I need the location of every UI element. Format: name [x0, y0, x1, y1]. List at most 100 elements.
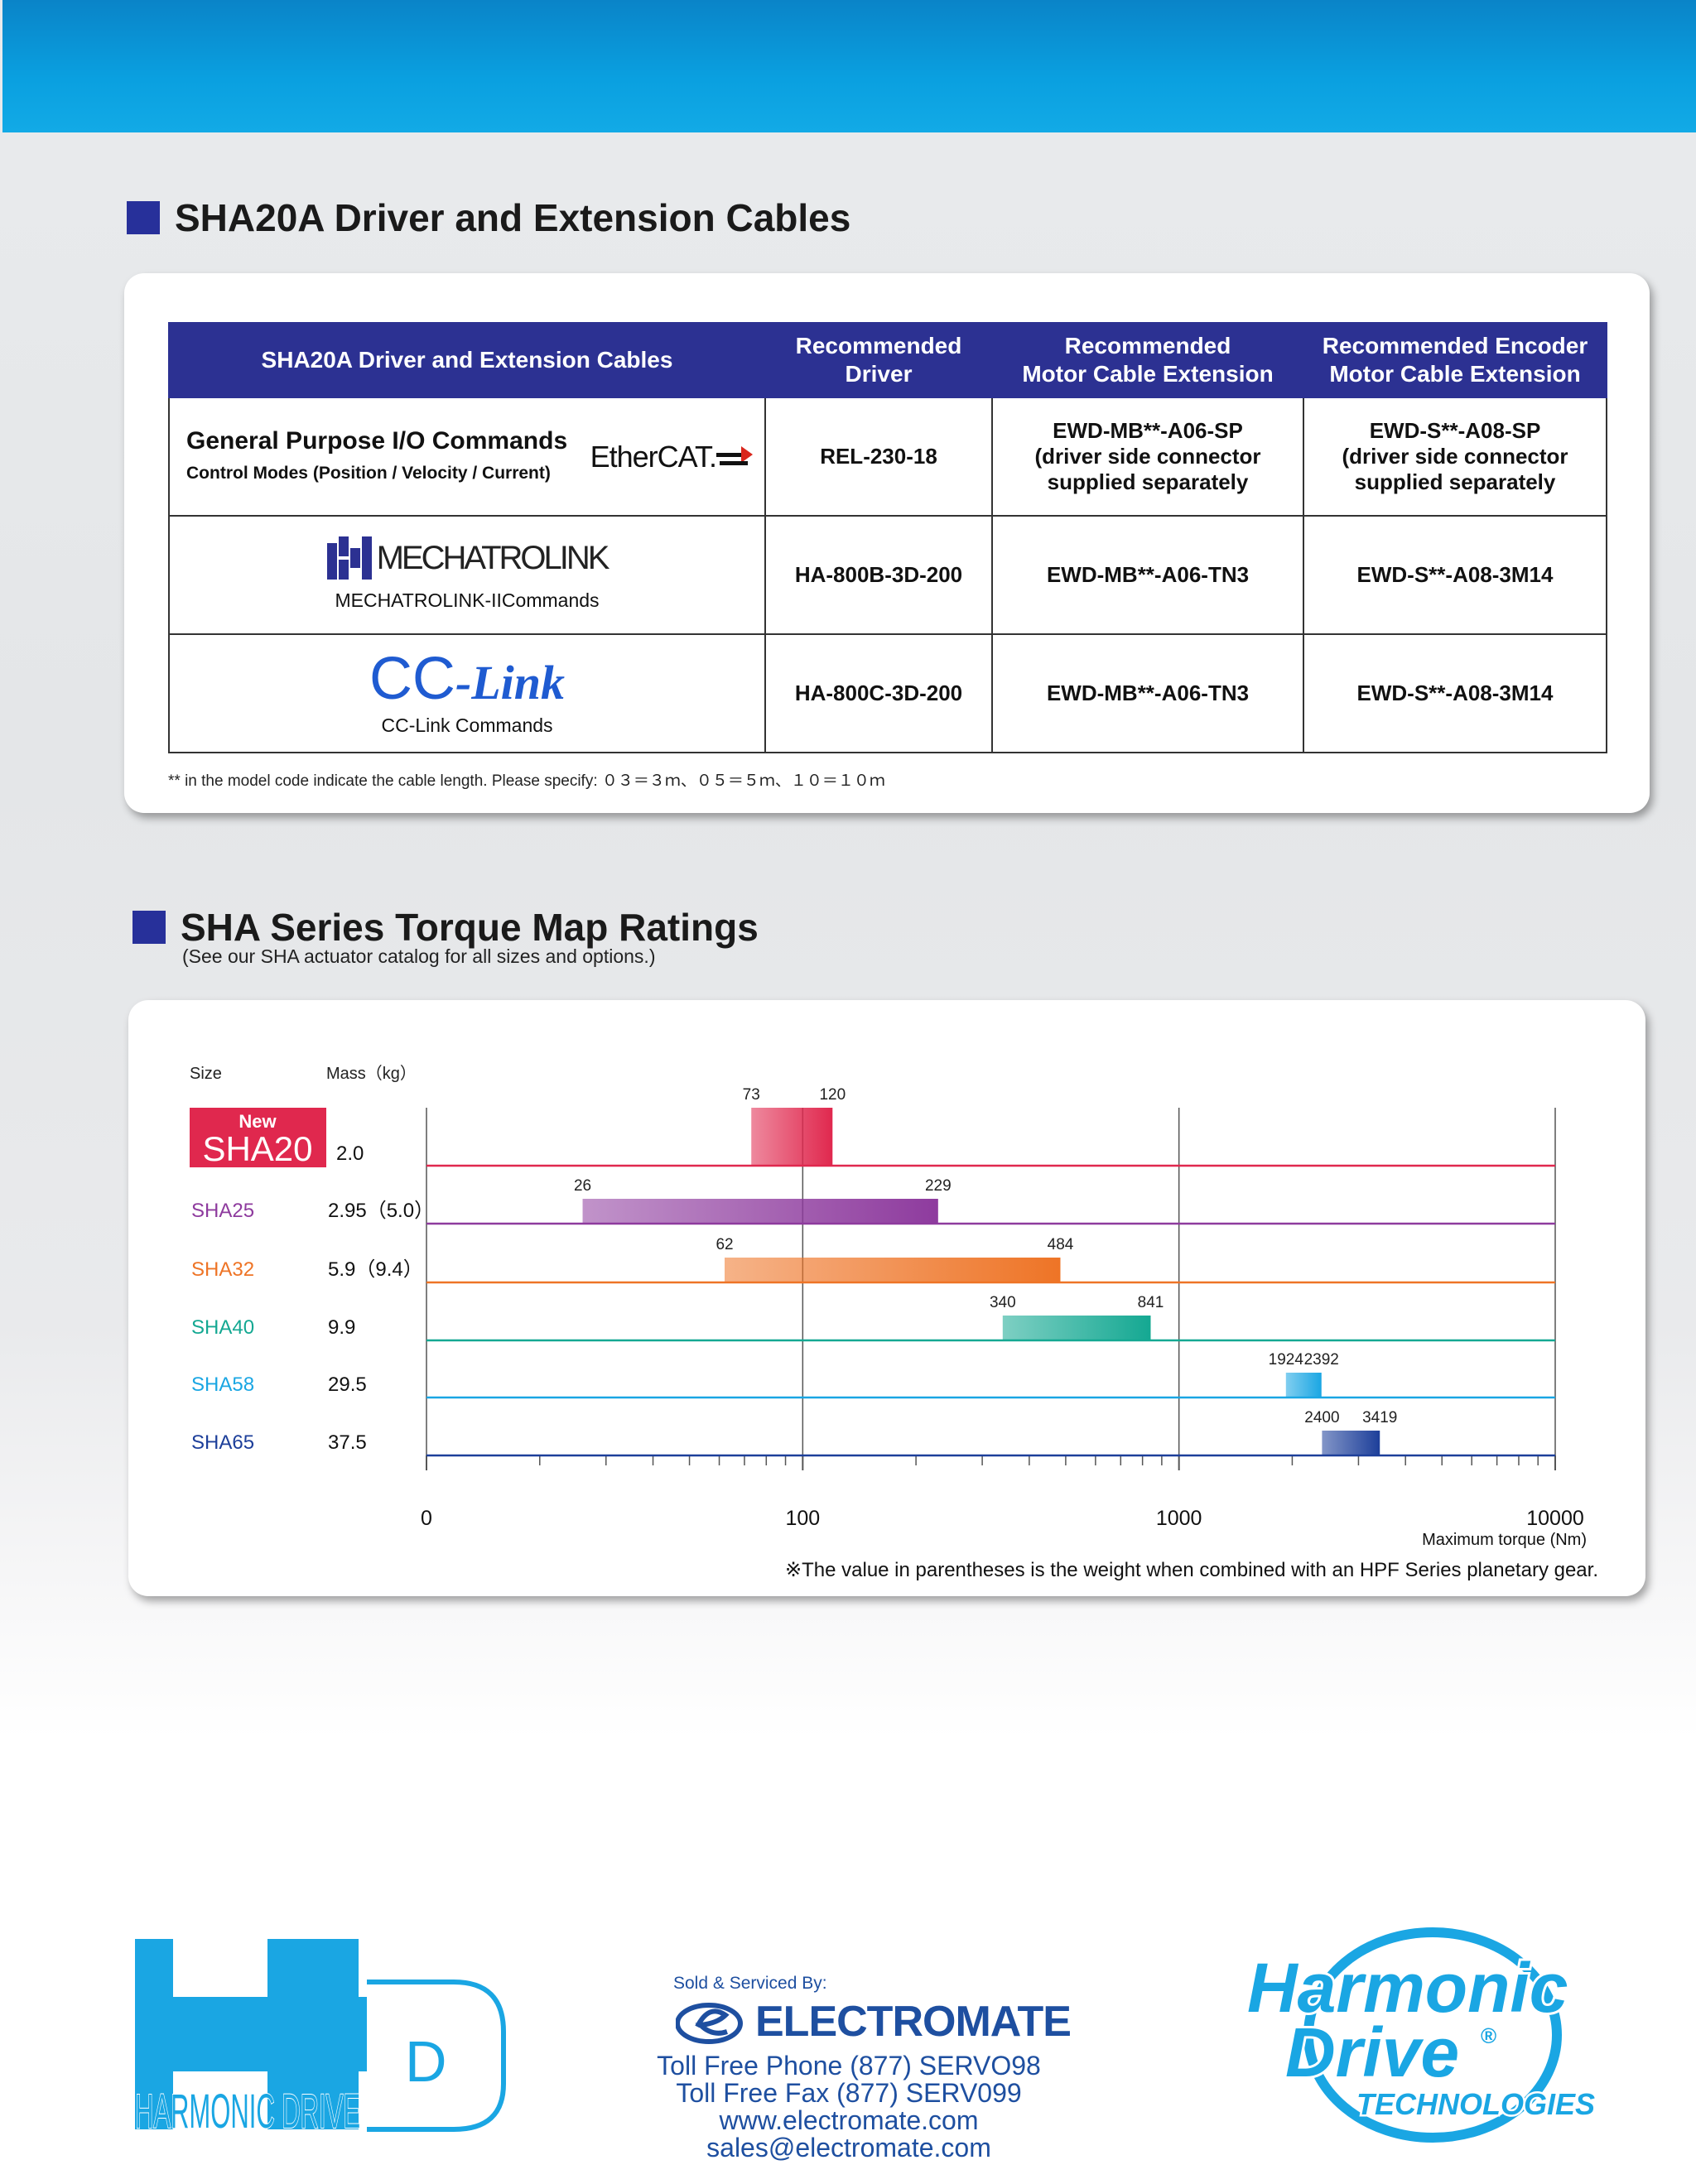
mass-column-label: Mass（kg）: [326, 1064, 417, 1083]
bar-start-label: 1924: [1269, 1351, 1304, 1369]
size-column-label: Size: [190, 1065, 222, 1083]
driver-cell: REL-230-18: [764, 397, 993, 517]
bar-start-label: 2400: [1304, 1409, 1339, 1426]
series-name: SHA32: [191, 1258, 254, 1281]
torque-bar: [1322, 1431, 1380, 1455]
cclink-logo-cc: CC: [369, 645, 455, 712]
section-heading: SHA20A Driver and Extension Cables: [175, 196, 851, 239]
x-tick-label: 10000: [1526, 1507, 1584, 1530]
motor-cable-cell: EWD-MB**-A06-TN3: [991, 633, 1304, 753]
header-cell: Recommended Driver: [764, 322, 993, 398]
bar-start-label: 26: [574, 1177, 591, 1195]
encoder-cable-cell: EWD-S**-A08-3M14: [1303, 515, 1607, 635]
new-badge-label: New: [238, 1111, 277, 1132]
toll-free-phone: Toll Free Phone (877) SERVO98: [657, 2051, 1041, 2081]
parentheses-note: ※The value in parentheses is the weight …: [785, 1559, 1598, 1581]
encoder-cable-cell: EWD-S**-A08-3M14: [1303, 633, 1607, 753]
table-row: General Purpose I/O Commands Control Mod…: [168, 397, 1607, 517]
ethercat-logo: EtherCAT.: [590, 440, 753, 474]
row-subtitle: MECHATROLINK-IICommands: [335, 589, 600, 611]
encoder-cable-cell: EWD-S**-A08-SP (driver side connector su…: [1303, 397, 1607, 517]
bar-end-label: 2392: [1304, 1351, 1339, 1369]
series-mass: 29.5: [328, 1373, 367, 1396]
hd-logo-letter: D: [405, 2029, 447, 2094]
bar-end-label: 229: [925, 1177, 952, 1195]
series-name: SHA40: [191, 1316, 254, 1339]
section-title-torque: SHA Series Torque Map Ratings: [132, 905, 759, 950]
series-name: SHA25: [191, 1200, 254, 1222]
bar-end-label: 841: [1138, 1294, 1164, 1311]
electromate-swoosh-icon: [676, 2003, 743, 2044]
table-row: MECHATROLINK MECHATROLINK-IICommands HA-…: [168, 515, 1607, 635]
cables-table: SHA20A Driver and Extension Cables Recom…: [168, 322, 1607, 753]
x-tick-label: 0: [421, 1507, 432, 1530]
x-axis-label: Maximum torque (Nm): [1422, 1531, 1587, 1549]
bar-end-label: 484: [1048, 1236, 1074, 1253]
header-cell: Recommended Motor Cable Extension: [991, 322, 1304, 398]
motor-cable-cell: EWD-MB**-A06-TN3: [991, 515, 1304, 635]
series-name: SHA20: [202, 1129, 312, 1168]
motor-cable-cell: EWD-MB**-A06-SP (driver side connector s…: [991, 397, 1304, 517]
cclink-logo-link: -Link: [455, 655, 566, 710]
series-mass: 5.9（9.4）: [328, 1258, 423, 1281]
electromate-name: ELECTROMATE: [755, 1998, 1072, 2046]
section-subtitle: (See our SHA actuator catalog for all si…: [182, 945, 656, 967]
top-band: [2, 0, 1696, 132]
cable-length-footnote: ** in the model code indicate the cable …: [168, 772, 885, 790]
section-title-cables: SHA20A Driver and Extension Cables: [127, 195, 850, 240]
series-name: SHA58: [191, 1373, 254, 1396]
x-tick-label: 100: [785, 1507, 820, 1530]
new-badge: [190, 1108, 326, 1167]
row-subtitle: CC-Link Commands: [381, 714, 553, 736]
series-mass: 37.5: [328, 1431, 367, 1454]
header-cell: Recommended Encoder Motor Cable Extensio…: [1303, 322, 1607, 398]
torque-bar: [1002, 1316, 1151, 1340]
bar-start-label: 73: [743, 1086, 760, 1104]
hd-logo-text: HARMONIC DRIVE: [135, 2085, 360, 2138]
series-name: SHA65: [191, 1431, 254, 1454]
interface-cell: MECHATROLINK MECHATROLINK-IICommands: [168, 515, 766, 635]
bar-start-label: 340: [990, 1294, 1016, 1311]
row-title: General Purpose I/O Commands: [186, 426, 568, 455]
bar-start-label: 62: [716, 1236, 733, 1253]
email-link[interactable]: sales@electromate.com: [706, 2133, 991, 2162]
series-mass: 2.95（5.0）: [328, 1200, 434, 1222]
torque-bar: [1285, 1373, 1322, 1397]
row-subtitle: Control Modes (Position / Velocity / Cur…: [186, 463, 551, 483]
table-header-row: SHA20A Driver and Extension Cables Recom…: [168, 322, 1607, 398]
interface-cell: CC-Link CC-Link Commands: [168, 633, 766, 753]
driver-cell: HA-800B-3D-200: [764, 515, 993, 635]
header-cell: SHA20A Driver and Extension Cables: [168, 322, 766, 398]
torque-bar: [751, 1108, 833, 1166]
series-mass: 9.9: [328, 1316, 355, 1339]
harmonic-drive-hd-logo: D HARMONIC DRIVE: [135, 1939, 506, 2138]
toll-free-fax: Toll Free Fax (877) SERV099: [676, 2078, 1022, 2108]
section-square-icon: [127, 201, 160, 234]
torque-bar: [725, 1258, 1061, 1282]
harmonic-drive-technologies-logo: Harmonic Drive ® TECHNOLOGIES: [1245, 1927, 1597, 2143]
bar-end-label: 3419: [1362, 1409, 1397, 1426]
driver-cell: HA-800C-3D-200: [764, 633, 993, 753]
torque-bar: [582, 1199, 938, 1224]
electromate-logo: ELECTROMATE: [676, 1997, 1072, 2047]
bar-end-label: 120: [819, 1086, 846, 1104]
mechatrolink-logo-text: MECHATROLINK: [376, 539, 610, 576]
torque-card: [128, 1000, 1645, 1596]
series-mass: 2.0: [336, 1143, 364, 1165]
sold-by-label: Sold & Serviced By:: [673, 1974, 827, 1993]
ethercat-logo-text: EtherCAT.: [590, 440, 717, 474]
section-square-icon: [132, 911, 166, 944]
website-link[interactable]: www.electromate.com: [719, 2105, 979, 2135]
section-heading: SHA Series Torque Map Ratings: [181, 906, 759, 949]
cclink-logo: CC-Link: [176, 649, 758, 713]
interface-cell: General Purpose I/O Commands Control Mod…: [168, 397, 766, 517]
x-tick-label: 1000: [1156, 1507, 1202, 1530]
mechatrolink-mark-icon: [326, 536, 372, 580]
hdt-line2: Drive: [1285, 2013, 1459, 2091]
table-row: CC-Link CC-Link Commands HA-800C-3D-200 …: [168, 633, 1607, 753]
hdt-registered: ®: [1481, 2023, 1496, 2048]
hdt-line3: TECHNOLOGIES: [1356, 2087, 1595, 2121]
mechatrolink-logo: MECHATROLINK: [176, 536, 758, 580]
ethercat-arrow-icon: [716, 445, 753, 465]
